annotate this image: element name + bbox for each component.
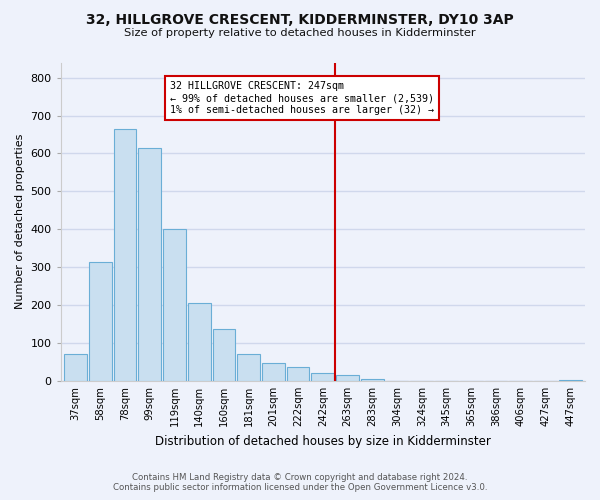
Bar [336,375,359,381]
Text: 32 HILLGROVE CRESCENT: 247sqm
← 99% of detached houses are smaller (2,539)
1% of: 32 HILLGROVE CRESCENT: 247sqm ← 99% of d… [170,82,434,114]
X-axis label: Distribution of detached houses by size in Kidderminster: Distribution of detached houses by size … [155,434,491,448]
Bar [262,363,285,381]
Bar [361,379,383,381]
Bar [139,148,161,381]
Bar [237,354,260,381]
Text: 32, HILLGROVE CRESCENT, KIDDERMINSTER, DY10 3AP: 32, HILLGROVE CRESCENT, KIDDERMINSTER, D… [86,12,514,26]
Bar [163,230,186,381]
Bar [287,367,310,381]
Bar [89,262,112,381]
Bar [311,374,334,381]
Bar [559,380,581,381]
Y-axis label: Number of detached properties: Number of detached properties [15,134,25,310]
Text: Contains HM Land Registry data © Crown copyright and database right 2024.
Contai: Contains HM Land Registry data © Crown c… [113,473,487,492]
Bar [188,303,211,381]
Bar [212,328,235,381]
Bar [64,354,87,381]
Text: Size of property relative to detached houses in Kidderminster: Size of property relative to detached ho… [124,28,476,38]
Bar [113,129,136,381]
